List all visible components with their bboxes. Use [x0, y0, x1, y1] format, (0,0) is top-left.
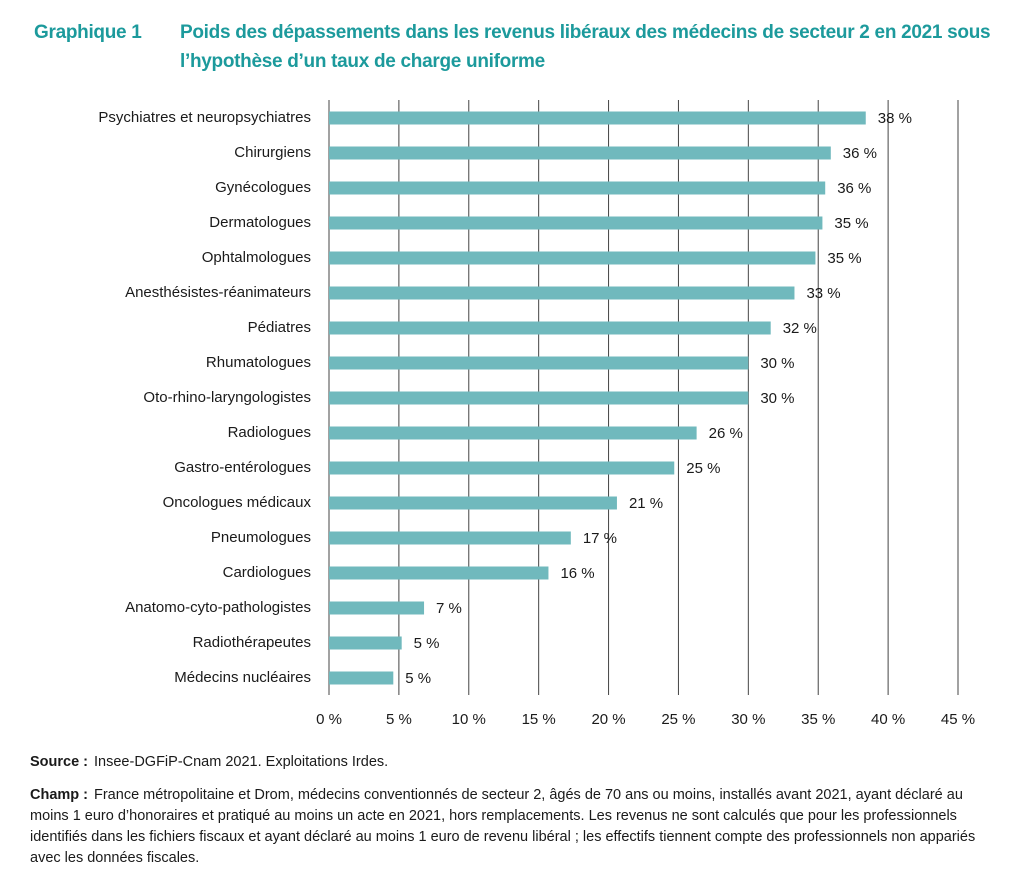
- value-label: 33 %: [806, 285, 840, 302]
- bar: [329, 321, 771, 335]
- value-label: 26 %: [709, 425, 743, 442]
- bar: [329, 461, 675, 475]
- bar: [329, 601, 425, 615]
- y-tick-label: Pneumologues: [211, 529, 311, 546]
- bar: [329, 426, 697, 440]
- bar: [329, 496, 617, 510]
- value-label: 25 %: [686, 460, 720, 477]
- y-tick-label: Psychiatres et neuropsychiatres: [98, 109, 311, 126]
- y-tick-label: Radiothérapeutes: [193, 634, 311, 651]
- bar: [329, 636, 402, 650]
- notes: Source : Insee-DGFiP-Cnam 2021. Exploitat…: [30, 752, 990, 881]
- value-label: 35 %: [834, 215, 868, 232]
- y-tick-label: Cardiologues: [223, 564, 311, 581]
- value-label: 7 %: [436, 600, 462, 617]
- x-tick-label: 0 %: [316, 711, 342, 728]
- x-tick-label: 40 %: [871, 711, 905, 728]
- header: Graphique 1 Poids des dépassements dans …: [0, 18, 1024, 78]
- y-tick-label: Anatomo-cyto-pathologistes: [125, 599, 311, 616]
- value-label: 32 %: [783, 320, 817, 337]
- y-tick-label: Ophtalmologues: [202, 249, 311, 266]
- y-tick-label: Gastro-entérologues: [174, 459, 311, 476]
- value-label: 5 %: [414, 635, 440, 652]
- x-tick-label: 25 %: [661, 711, 695, 728]
- x-tick-label: 30 %: [731, 711, 765, 728]
- note-text: France métropolitaine et Drom, médecins …: [30, 787, 976, 866]
- y-tick-label: Médecins nucléaires: [174, 669, 311, 686]
- bar: [329, 251, 816, 265]
- y-tick-label: Oto-rhino-laryngologistes: [143, 389, 311, 406]
- y-tick-label: Pédiatres: [248, 319, 311, 336]
- figure-number: Graphique 1: [34, 22, 142, 43]
- x-tick-label: 5 %: [386, 711, 412, 728]
- bar: [329, 146, 831, 160]
- bar: [329, 531, 571, 545]
- bar: [329, 671, 394, 685]
- note-label: Champ :: [30, 787, 88, 803]
- value-label: 17 %: [583, 530, 617, 547]
- note: Champ : France métropolitaine et Drom, mé…: [30, 785, 990, 869]
- x-tick-label: 35 %: [801, 711, 835, 728]
- value-label: 35 %: [827, 250, 861, 267]
- x-tick-label: 10 %: [452, 711, 486, 728]
- x-tick-label: 15 %: [522, 711, 556, 728]
- bar: [329, 286, 795, 300]
- chart-title: Poids des dépassements dans les revenus …: [180, 22, 991, 72]
- value-label: 36 %: [843, 145, 877, 162]
- y-tick-label: Oncologues médicaux: [163, 494, 312, 511]
- x-tick-label: 45 %: [941, 711, 975, 728]
- y-tick-label: Anesthésistes-réanimateurs: [125, 284, 311, 301]
- note-label: Source :: [30, 754, 89, 770]
- bar: [329, 356, 749, 370]
- value-label: 30 %: [760, 355, 794, 372]
- value-label: 21 %: [629, 495, 663, 512]
- bar: [329, 566, 549, 580]
- value-label: 30 %: [760, 390, 794, 407]
- chart: 0 % 5 % 10 % 15 % 20 % 25 % 30 % 35 % 40 % 45 % Ps…: [98, 100, 975, 728]
- note: Source : Insee-DGFiP-Cnam 2021. Exploitat…: [30, 752, 990, 773]
- bar: [329, 181, 826, 195]
- y-tick-label: Chirurgiens: [234, 144, 311, 161]
- value-label: 36 %: [837, 180, 871, 197]
- value-label: 5 %: [405, 670, 431, 687]
- bar: [329, 216, 823, 230]
- y-tick-label: Dermatologues: [209, 214, 311, 231]
- y-tick-label: Radiologues: [228, 424, 311, 441]
- bar: [329, 391, 749, 405]
- bar: [329, 111, 866, 125]
- value-label: 38 %: [878, 110, 912, 127]
- y-tick-label: Rhumatologues: [206, 354, 311, 371]
- x-tick-label: 20 %: [591, 711, 625, 728]
- value-label: 16 %: [560, 565, 594, 582]
- y-tick-label: Gynécologues: [215, 179, 311, 196]
- note-text: Insee-DGFiP-Cnam 2021. Exploitations Ird…: [94, 754, 389, 770]
